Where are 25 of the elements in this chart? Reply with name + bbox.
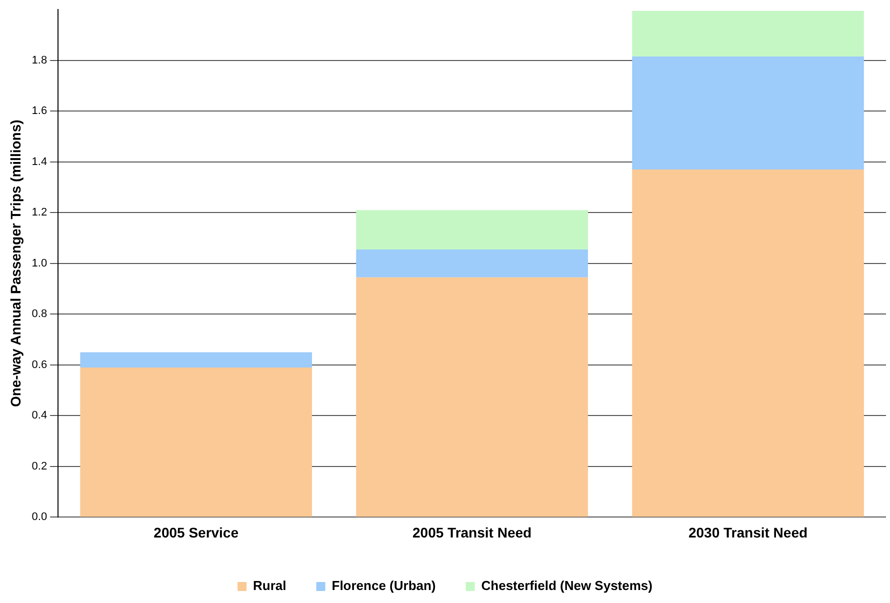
y-tick-label: 1.8: [32, 54, 48, 66]
x-tick-label: 2005 Transit Need: [412, 524, 532, 540]
y-tick-label: 0.4: [32, 410, 48, 422]
bar: [632, 10, 864, 57]
legend-label: Florence (Urban): [332, 578, 436, 594]
bar: [356, 249, 588, 278]
y-tick-label: 1.0: [32, 257, 48, 270]
y-tick-label: 1.6: [32, 105, 48, 118]
y-tick-label: 1.4: [32, 156, 48, 168]
bar: [356, 210, 588, 250]
bar: [80, 352, 312, 368]
legend-label: Rural: [253, 578, 286, 594]
x-tick-label: 2005 Service: [154, 524, 239, 540]
legend-label: Chesterfield (New Systems): [481, 578, 652, 594]
y-tick-label: 0.2: [32, 460, 48, 472]
y-axis-title: One-way Annual Passenger Trips (millions): [7, 120, 24, 408]
y-tick-label: 0.0: [32, 511, 48, 524]
y-tick-label: 0.6: [32, 358, 48, 371]
x-tick-label: 2030 Transit Need: [688, 524, 808, 540]
bar: [80, 367, 312, 517]
bar: [356, 277, 588, 517]
y-tick-label: 0.8: [32, 308, 48, 320]
bar: [632, 56, 864, 170]
bar: [632, 169, 864, 517]
y-tick-label: 1.2: [32, 206, 48, 219]
